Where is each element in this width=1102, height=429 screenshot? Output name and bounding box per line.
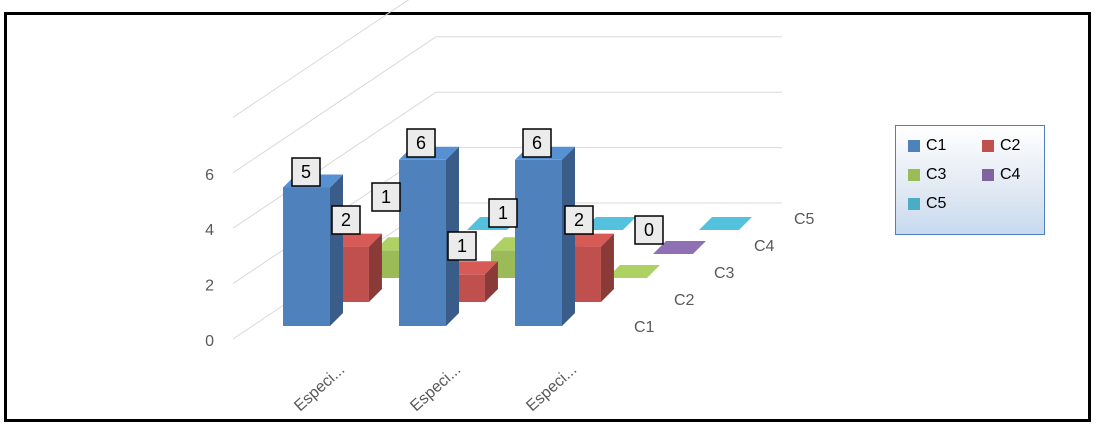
legend-label-c2: C2 <box>1000 137 1021 154</box>
y-tick-label: 4 <box>205 222 214 239</box>
legend-swatch-c1 <box>908 140 920 152</box>
data-label-text: 0 <box>644 220 654 240</box>
category-label: Especi... <box>291 361 348 415</box>
legend-swatch-c3 <box>908 169 920 181</box>
depth-label: C4 <box>754 238 775 255</box>
data-label-text: 1 <box>381 187 391 207</box>
bar-c1-3 <box>515 146 575 326</box>
data-label-text: 2 <box>574 210 584 230</box>
data-label-text: 1 <box>457 236 467 256</box>
data-label: 6 <box>406 128 436 158</box>
bar-front <box>399 159 446 326</box>
y-tick-label: 2 <box>205 278 214 295</box>
legend-label-c1: C1 <box>926 137 947 154</box>
data-label-box <box>291 157 321 187</box>
gridline-side <box>232 91 437 229</box>
legend-swatch-c2 <box>982 140 994 152</box>
legend-swatch-c5 <box>908 198 920 210</box>
category-label: Especi... <box>523 361 580 415</box>
depth-label: C3 <box>714 265 735 282</box>
data-label: 1 <box>371 182 401 212</box>
bar-c5-2 <box>583 217 636 230</box>
data-label-box <box>488 198 518 228</box>
bar-c3-3 <box>607 265 660 278</box>
legend-label-c4: C4 <box>1000 166 1021 183</box>
legend-swatch-c4 <box>982 169 994 181</box>
y-tick-label: 6 <box>205 167 214 184</box>
legend-item-c2: C2 <box>982 136 1020 156</box>
bar-front <box>283 187 330 326</box>
depth-label: C1 <box>634 319 655 336</box>
bar-side <box>330 174 343 326</box>
bar-top <box>607 265 660 278</box>
bar-top <box>653 241 706 254</box>
legend-item-c4: C4 <box>982 165 1020 185</box>
data-label: 0 <box>634 215 664 245</box>
data-label-box <box>634 215 664 245</box>
depth-label: C5 <box>794 211 815 228</box>
bar-c4-3 <box>653 241 706 254</box>
data-label-box <box>406 128 436 158</box>
data-label-box <box>331 205 361 235</box>
data-label-box <box>564 205 594 235</box>
bar-top <box>583 217 636 230</box>
legend-label-c5: C5 <box>926 195 947 212</box>
data-label: 6 <box>522 128 552 158</box>
data-label-text: 5 <box>301 162 311 182</box>
data-label-text: 2 <box>341 210 351 230</box>
bar-side <box>368 233 382 302</box>
bar-side <box>600 233 614 302</box>
gridline-side <box>232 36 437 174</box>
data-label: 1 <box>488 198 518 228</box>
legend-item-c1: C1 <box>908 136 946 156</box>
depth-label: C2 <box>674 292 695 309</box>
legend-item-c3: C3 <box>908 165 946 185</box>
legend: C1 C2 C3 C4 C5 <box>895 125 1045 235</box>
legend-label-c3: C3 <box>926 166 947 183</box>
data-label-text: 1 <box>498 203 508 223</box>
gridline-side <box>232 0 410 118</box>
data-label: 1 <box>447 231 477 261</box>
bar-c1-1 <box>283 174 343 326</box>
bar-front <box>515 159 562 326</box>
data-label-box <box>447 231 477 261</box>
data-label: 2 <box>564 205 594 235</box>
data-label-box <box>371 182 401 212</box>
data-label-box <box>522 128 552 158</box>
bar-c5-3 <box>699 217 752 230</box>
category-label: Especi... <box>407 361 464 415</box>
bar-side <box>484 261 498 302</box>
data-label: 2 <box>331 205 361 235</box>
legend-item-c5: C5 <box>908 194 946 214</box>
bar-top <box>699 217 752 230</box>
data-label: 5 <box>291 157 321 187</box>
data-label-text: 6 <box>416 133 426 153</box>
bar-side <box>562 146 575 326</box>
data-label-text: 6 <box>532 133 542 153</box>
y-tick-label: 0 <box>205 333 214 350</box>
